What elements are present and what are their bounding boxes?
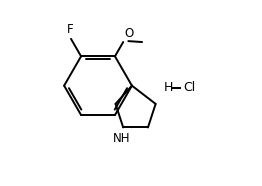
Text: NH: NH <box>113 132 130 145</box>
Text: O: O <box>124 27 133 40</box>
Text: H: H <box>164 81 173 94</box>
Text: Cl: Cl <box>183 81 195 94</box>
Text: F: F <box>67 23 73 36</box>
